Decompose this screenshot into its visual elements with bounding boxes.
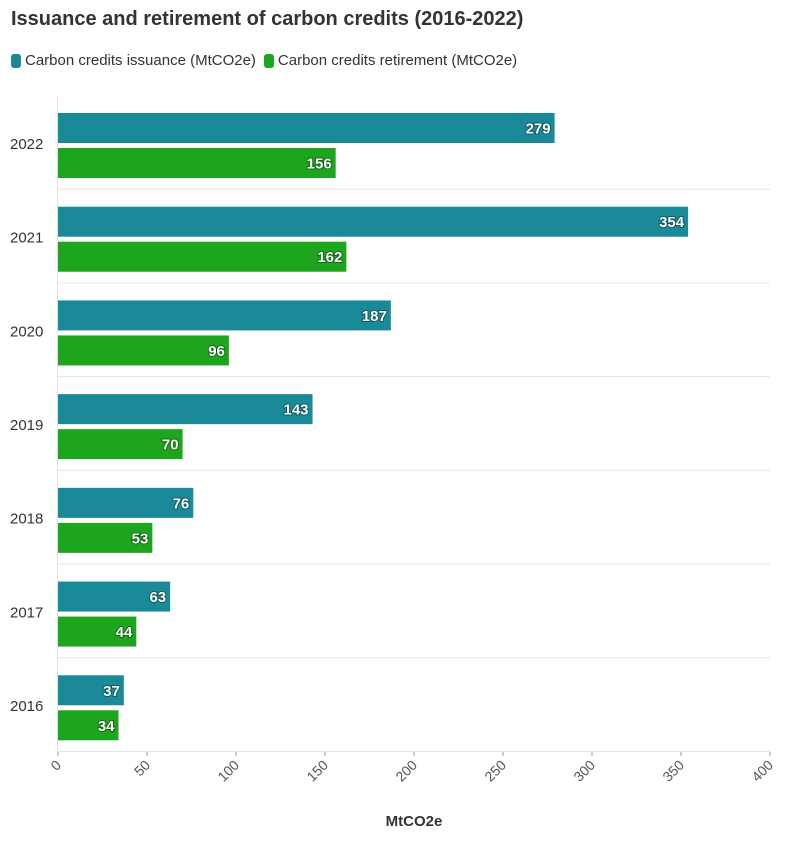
bar-issuance[interactable]	[58, 487, 194, 518]
data-label-issuance: 354	[659, 214, 685, 231]
bar-retirement[interactable]	[58, 522, 153, 553]
legend-swatch-retirement	[263, 53, 274, 68]
y-category-label: 2018	[10, 511, 43, 528]
y-category-label: 2022	[10, 136, 43, 153]
bar-issuance[interactable]	[58, 206, 689, 237]
legend-label-retirement: Carbon credits retirement (MtCO2e)	[277, 52, 518, 69]
x-tick-label: 50	[131, 757, 153, 779]
bar-retirement[interactable]	[58, 148, 336, 178]
data-label-retirement: 34	[98, 718, 115, 735]
data-label-issuance: 63	[149, 589, 166, 606]
bar-retirement[interactable]	[58, 241, 347, 272]
x-tick-label: 0	[47, 757, 64, 774]
y-category-label: 2019	[10, 417, 43, 434]
bar-issuance[interactable]	[58, 300, 391, 331]
y-category-label: 2016	[10, 698, 43, 715]
data-label-retirement: 96	[208, 343, 225, 360]
data-label-issuance: 76	[173, 495, 190, 512]
bar-issuance[interactable]	[58, 675, 124, 706]
x-tick-label: 350	[659, 757, 687, 785]
data-label-retirement: 156	[307, 156, 332, 173]
x-tick-label: 300	[570, 757, 598, 785]
data-label-issuance: 279	[526, 121, 551, 138]
x-tick-label: 100	[214, 757, 242, 785]
data-label-retirement: 53	[132, 530, 149, 547]
bar-issuance[interactable]	[58, 581, 171, 612]
data-label-retirement: 44	[116, 624, 133, 641]
bar-retirement[interactable]	[58, 429, 183, 460]
y-category-label: 2017	[10, 604, 43, 621]
legend-swatch-issuance	[11, 53, 21, 68]
data-label-retirement: 162	[317, 249, 342, 266]
chart-title: Issuance and retirement of carbon credit…	[11, 8, 524, 30]
x-tick-label: 150	[303, 757, 331, 785]
x-tick-label: 250	[481, 757, 509, 785]
data-label-issuance: 37	[103, 683, 120, 700]
bar-issuance[interactable]	[58, 113, 555, 143]
legend-item-issuance[interactable]: Carbon credits issuance (MtCO2e)	[11, 52, 256, 69]
y-category-label: 2020	[10, 323, 43, 340]
data-label-issuance: 187	[362, 308, 387, 325]
legend: Carbon credits issuance (MtCO2e) Carbon …	[11, 52, 525, 69]
bar-issuance[interactable]	[58, 394, 313, 425]
x-axis-title: MtCO2e	[386, 813, 443, 830]
legend-item-retirement[interactable]: Carbon credits retirement (MtCO2e)	[263, 52, 518, 69]
y-category-label: 2021	[10, 230, 43, 247]
bar-retirement[interactable]	[58, 710, 119, 741]
x-tick-label: 200	[392, 757, 420, 785]
bar-retirement[interactable]	[58, 616, 137, 647]
legend-label-issuance: Carbon credits issuance (MtCO2e)	[25, 52, 256, 69]
data-label-issuance: 143	[284, 402, 309, 419]
x-tick-label: 400	[748, 757, 776, 785]
data-label-retirement: 70	[162, 437, 179, 454]
bar-retirement[interactable]	[58, 335, 229, 366]
